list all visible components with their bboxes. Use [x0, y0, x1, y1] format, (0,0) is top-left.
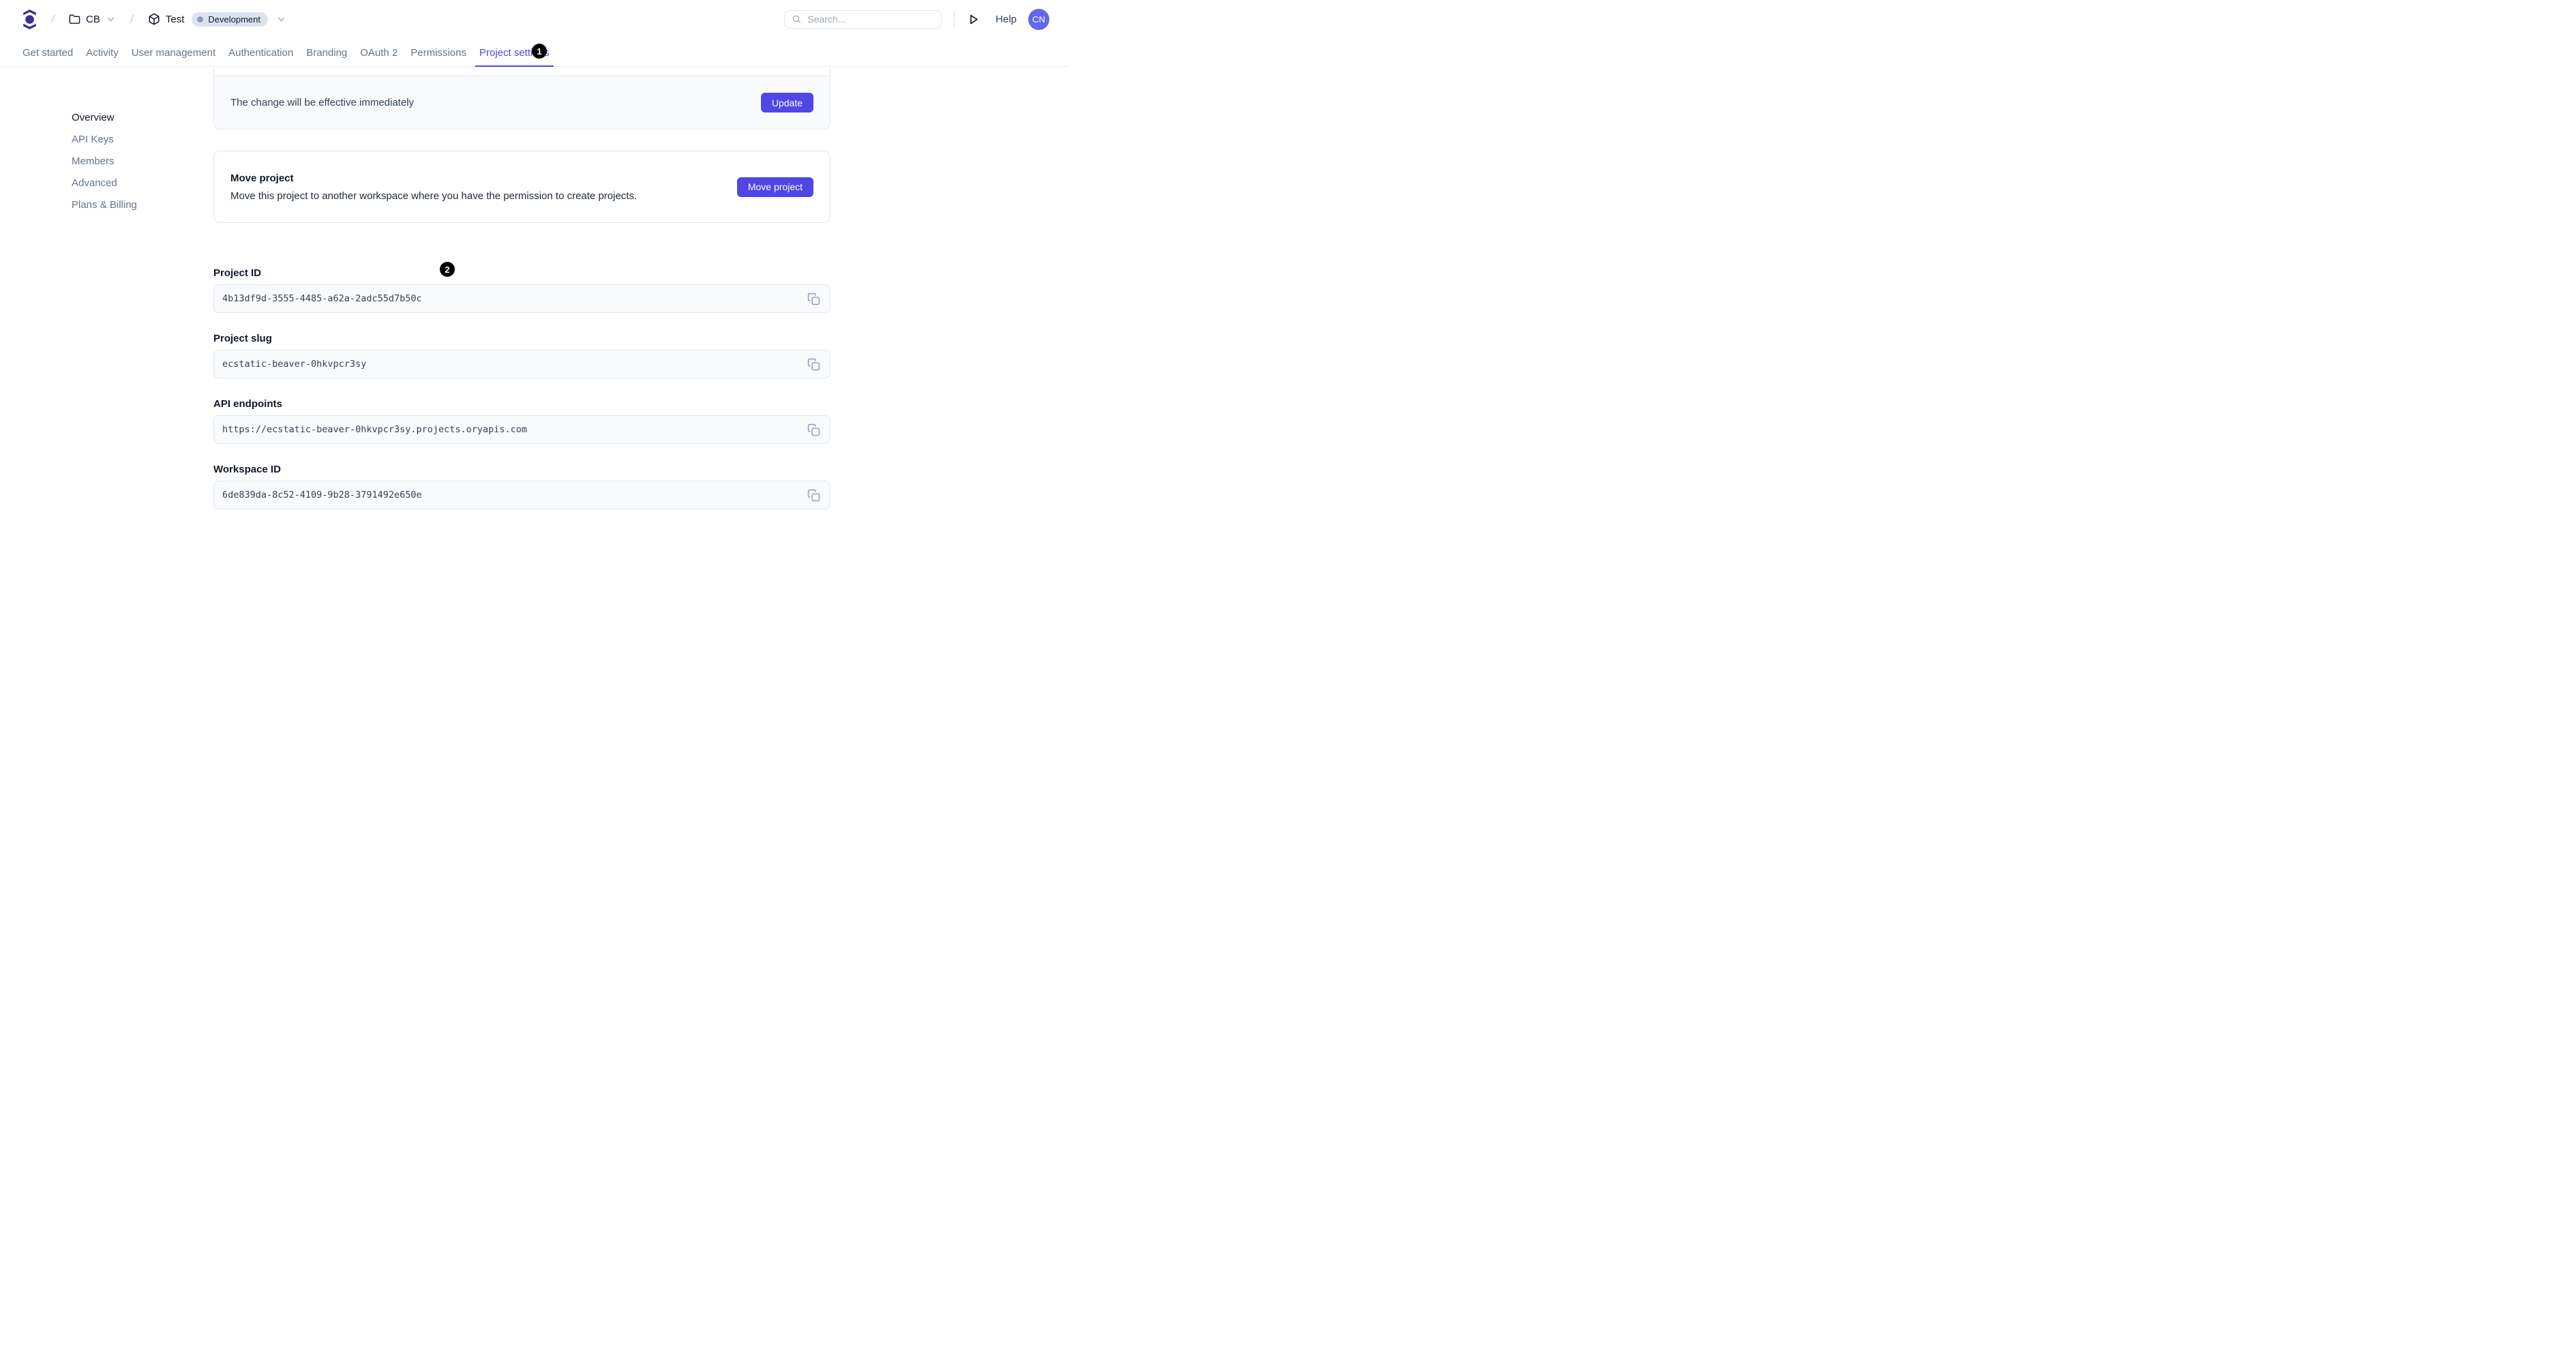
project-id-label: Project ID: [213, 267, 262, 279]
workspace-id-field[interactable]: 6de839da-8c52-4109-9b28-3791492e650e: [213, 481, 830, 509]
project-slug-label: Project slug: [213, 333, 272, 344]
copy-project-slug-button[interactable]: [806, 357, 821, 372]
move-project-description: Move this project to another workspace w…: [230, 190, 638, 202]
update-note: The change will be effective immediately: [230, 97, 415, 108]
avatar[interactable]: CN: [1028, 8, 1049, 30]
project-id-field[interactable]: 4b13df9d-3555-4485-a62a-2adc55d7b50c: [213, 284, 830, 313]
tab-oauth2[interactable]: OAuth 2: [360, 46, 398, 59]
sidebar-item-plans-billing[interactable]: Plans & Billing: [72, 199, 137, 211]
environment-label: Development: [208, 14, 260, 25]
project-slug-group: Project slug ecstatic-beaver-0hkvpcr3sy: [213, 333, 830, 378]
tab-user-management[interactable]: User management: [131, 46, 216, 59]
copy-icon: [807, 489, 820, 501]
tab-authentication[interactable]: Authentication: [228, 46, 294, 59]
annotation-badge-1: 1: [532, 44, 547, 59]
tab-get-started[interactable]: Get started: [23, 46, 74, 59]
move-project-title: Move project: [230, 172, 294, 184]
breadcrumb-separator: /: [50, 12, 56, 26]
project-id-group: Project ID 4b13df9d-3555-4485-a62a-2adc5…: [213, 268, 830, 313]
workspace-switcher[interactable]: CB: [69, 14, 116, 25]
api-endpoints-group: API endpoints https://ecstatic-beaver-0h…: [213, 399, 830, 444]
update-card-footer: The change will be effective immediately…: [214, 76, 830, 129]
project-fields: Project ID 4b13df9d-3555-4485-a62a-2adc5…: [213, 268, 830, 509]
api-endpoints-value: https://ecstatic-beaver-0hkvpcr3sy.proje…: [222, 424, 528, 435]
workspace-id-value: 6de839da-8c52-4109-9b28-3791492e650e: [222, 490, 422, 500]
copy-icon: [807, 358, 820, 370]
search-box[interactable]: [784, 10, 942, 29]
help-link[interactable]: Help: [995, 13, 1017, 25]
chevron-down-icon: [278, 17, 284, 21]
settings-sidebar: Overview API Keys Members Advanced Plans…: [72, 112, 137, 222]
cli-launch-button[interactable]: [967, 13, 980, 26]
api-endpoints-label: API endpoints: [213, 398, 282, 410]
tab-branding[interactable]: Branding: [306, 46, 348, 59]
copy-icon: [807, 423, 820, 436]
search-input[interactable]: [807, 14, 935, 25]
sidebar-item-overview[interactable]: Overview: [72, 112, 115, 123]
move-project-text: Move project Move this project to anothe…: [230, 172, 637, 202]
environment-badge: Development: [192, 12, 268, 27]
api-endpoints-field[interactable]: https://ecstatic-beaver-0hkvpcr3sy.proje…: [213, 415, 830, 444]
update-card: The change will be effective immediately…: [213, 67, 830, 130]
move-project-card: Move project Move this project to anothe…: [213, 151, 830, 223]
ory-logo[interactable]: [23, 9, 37, 30]
project-name: Test: [165, 13, 185, 25]
project-switcher[interactable]: Test Development: [148, 12, 286, 27]
tab-permissions[interactable]: Permissions: [410, 46, 466, 59]
breadcrumb-separator: /: [129, 12, 135, 26]
sidebar-item-api-keys[interactable]: API Keys: [72, 134, 114, 145]
top-bar: / CB / Test Development: [0, 0, 1069, 38]
move-project-button[interactable]: Move project: [736, 177, 813, 197]
project-slug-value: ecstatic-beaver-0hkvpcr3sy: [222, 359, 367, 370]
environment-dot-icon: [197, 16, 204, 22]
search-icon: [792, 15, 801, 23]
chevron-down-icon: [107, 17, 114, 21]
sidebar-item-advanced[interactable]: Advanced: [72, 177, 117, 189]
tab-activity[interactable]: Activity: [86, 46, 119, 59]
play-icon: [970, 14, 978, 24]
sidebar-item-members[interactable]: Members: [72, 155, 115, 167]
workspace-id-label: Workspace ID: [213, 464, 281, 475]
workspace-name: CB: [86, 13, 100, 25]
project-tabbar: Get started Activity User management Aut…: [0, 39, 1069, 68]
package-icon: [149, 13, 160, 25]
copy-project-id-button[interactable]: [806, 291, 821, 306]
project-slug-field[interactable]: ecstatic-beaver-0hkvpcr3sy: [213, 350, 830, 378]
copy-api-endpoints-button[interactable]: [806, 422, 821, 437]
project-id-value: 4b13df9d-3555-4485-a62a-2adc55d7b50c: [222, 293, 422, 304]
ory-logo-icon: [23, 9, 36, 29]
main-content: The change will be effective immediately…: [213, 67, 830, 509]
copy-workspace-id-button[interactable]: [806, 487, 821, 502]
topbar-divider: [954, 10, 955, 28]
tab-project-settings[interactable]: Project settings: [475, 39, 554, 68]
annotation-badge-2: 2: [440, 262, 455, 277]
copy-icon: [807, 292, 820, 305]
folder-icon: [69, 14, 80, 24]
update-button[interactable]: Update: [760, 93, 813, 112]
update-card-body: [214, 67, 830, 76]
workspace-id-group: Workspace ID 6de839da-8c52-4109-9b28-379…: [213, 464, 830, 509]
